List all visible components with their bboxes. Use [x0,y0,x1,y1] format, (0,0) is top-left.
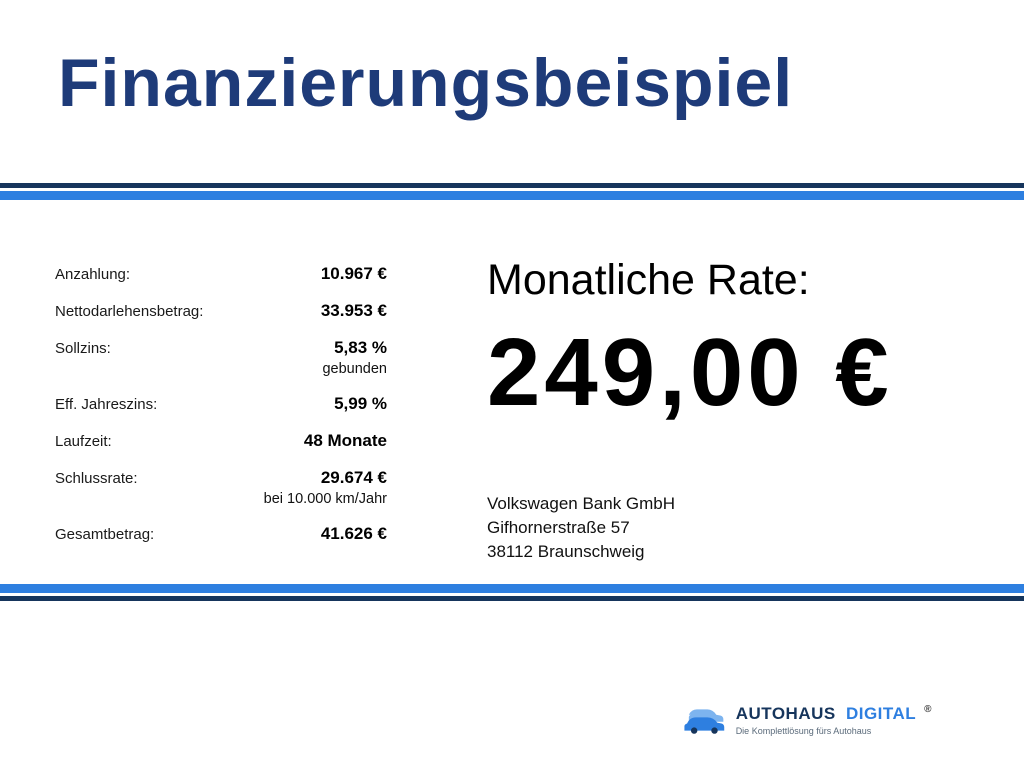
row-label: Eff. Jahreszins: [55,396,158,413]
row-value: 5,99 % [334,394,387,413]
monthly-rate-amount: 249,00 € [487,319,893,426]
row-value: 10.967 € [320,264,387,283]
row-note-schlussrate: bei 10.000 km/Jahr [263,491,387,507]
brand-line: AUTOHAUS DIGITAL ® [736,704,932,724]
bank-street: Gifhornerstraße 57 [487,518,630,538]
brand-text: AUTOHAUS DIGITAL ® Die Komplettlösung fü… [736,704,932,736]
finance-table: Anzahlung: 10.967 € Nettodarlehensbetrag… [55,264,387,544]
row-label: Anzahlung: [55,266,131,283]
table-row-anzahlung: Anzahlung: 10.967 € [55,264,387,284]
car-logo-icon [680,704,726,736]
row-label: Sollzins: [55,340,111,357]
brand-tagline: Die Komplettlösung fürs Autohaus [735,726,872,736]
bank-address: Volkswagen Bank GmbH Gifhornerstraße 57 … [487,492,675,564]
row-value: 29.674 € [320,468,387,487]
monthly-rate-heading: Monatliche Rate: [487,256,810,304]
row-label: Schlussrate: [55,470,138,487]
divider-navy-stripe [0,596,1024,601]
row-value: 41.626 € [320,524,387,543]
row-value: 33.953 € [320,301,387,320]
row-label: Laufzeit: [55,433,112,450]
autohaus-digital-logo: AUTOHAUS DIGITAL ® Die Komplettlösung fü… [680,704,932,736]
divider-blue-stripe [0,584,1024,593]
divider-blue-stripe [0,191,1024,200]
table-row-gesamtbetrag: Gesamtbetrag: 41.626 € [55,524,387,544]
table-row-nettodarlehensbetrag: Nettodarlehensbetrag: 33.953 € [55,301,387,321]
row-value: 5,83 % [334,338,387,357]
row-label: Nettodarlehensbetrag: [55,303,204,320]
table-row-laufzeit: Laufzeit: 48 Monate [55,431,387,451]
page-title: Finanzierungsbeispiel [58,45,794,121]
divider-navy-stripe [0,183,1024,188]
row-value: 48 Monate [303,431,387,450]
table-row-sollzins: Sollzins: 5,83 % [55,338,387,358]
table-row-schlussrate: Schlussrate: 29.674 € [55,468,387,488]
registered-mark: ® [924,704,932,716]
top-divider [0,183,1024,200]
row-label: Gesamtbetrag: [55,526,155,543]
bank-name: Volkswagen Bank GmbH [487,494,676,513]
brand-primary: AUTOHAUS [735,704,836,723]
row-note-sollzins: gebunden [322,361,387,377]
bottom-divider [0,584,1024,601]
bank-city: 38112 Braunschweig [487,542,645,562]
brand-secondary: DIGITAL [845,704,916,723]
table-row-eff-jahreszins: Eff. Jahreszins: 5,99 % [55,394,387,414]
